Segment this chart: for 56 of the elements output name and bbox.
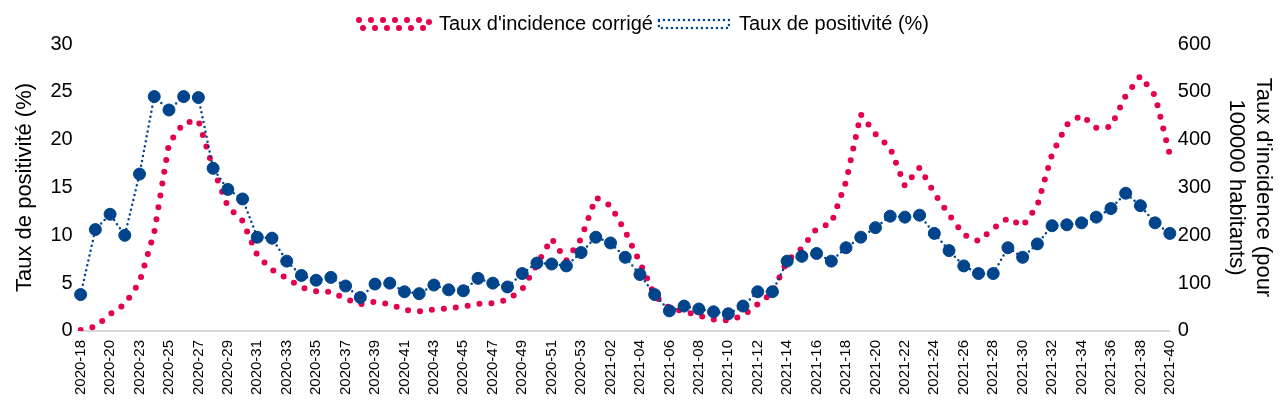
x-tick-label: 2021-28 — [983, 339, 1001, 396]
x-tick-label: 2020-39 — [365, 339, 383, 396]
y2-tick-label: 0 — [1177, 318, 1189, 341]
x-tick-label: 2020-37 — [335, 339, 353, 396]
y2-tick-label: 500 — [1177, 79, 1212, 102]
x-tick-label: 2020-27 — [188, 339, 206, 396]
x-tick-label: 2020-33 — [276, 339, 294, 396]
x-tick-label: 2021-24 — [924, 339, 942, 396]
x-tick-label: 2020-25 — [159, 339, 177, 396]
y-tick-label: 30 — [50, 31, 73, 54]
x-tick-label: 2021-10 — [718, 339, 736, 396]
y-tick-label: 0 — [61, 318, 73, 341]
x-tick-label: 2020-35 — [306, 339, 324, 396]
x-tick-label: 2021-26 — [953, 339, 971, 396]
x-tick-label: 2021-34 — [1071, 339, 1089, 396]
y2-tick-label: 200 — [1177, 222, 1212, 245]
y2-tick-label: 100 — [1177, 270, 1212, 293]
y-tick-label: 5 — [61, 270, 73, 293]
x-tick-label: 2020-43 — [424, 339, 442, 396]
x-tick-label: 2021-12 — [747, 339, 765, 396]
y2-axis-title: Taux d'incidence (pour 100000 habitants) — [1225, 77, 1277, 298]
x-tick-label: 2021-40 — [1159, 339, 1177, 396]
x-tick-label: 2021-38 — [1130, 339, 1148, 396]
x-tick-label: 2021-18 — [836, 339, 854, 396]
x-tick-label: 2020-41 — [394, 339, 412, 396]
x-tick-label: 2021-22 — [895, 339, 913, 396]
x-tick-label: 2021-30 — [1012, 339, 1030, 396]
x-tick-label: 2021-16 — [806, 339, 824, 396]
y-tick-label: 25 — [50, 79, 73, 102]
legend-label: Taux d'incidence corrigé — [438, 11, 653, 34]
x-tick-label: 2021-08 — [688, 339, 706, 396]
x-tick-label: 2020-18 — [70, 339, 88, 396]
x-tick-label: 2020-23 — [129, 339, 147, 396]
x-tick-label: 2020-51 — [541, 339, 559, 396]
x-tick-label: 2021-20 — [865, 339, 883, 396]
x-tick-label: 2021-02 — [600, 339, 618, 396]
x-tick-label: 2020-31 — [247, 339, 265, 396]
x-tick-label: 2020-53 — [571, 339, 589, 396]
y2-tick-label: 600 — [1177, 31, 1212, 54]
x-tick-label: 2021-04 — [630, 339, 648, 396]
x-tick-label: 2020-45 — [453, 339, 471, 396]
y2-tick-label: 400 — [1177, 127, 1212, 150]
legend-label: Taux de positivité (%) — [738, 11, 930, 34]
y-tick-label: 15 — [50, 174, 73, 197]
x-tick-label: 2020-49 — [512, 339, 530, 396]
x-tick-label: 2020-29 — [217, 339, 235, 396]
x-tick-label: 2021-36 — [1101, 339, 1119, 396]
x-tick-label: 2021-14 — [777, 339, 795, 396]
y-axis-title: Taux de positivité (%) — [11, 82, 37, 293]
x-tick-label: 2021-32 — [1042, 339, 1060, 396]
x-tick-label: 2020-20 — [100, 339, 118, 396]
x-tick-label: 2020-47 — [482, 339, 500, 396]
x-tick-label: 2021-06 — [659, 339, 677, 396]
y-tick-label: 10 — [50, 222, 73, 245]
y-tick-label: 20 — [50, 127, 73, 150]
y2-tick-label: 300 — [1177, 174, 1212, 197]
